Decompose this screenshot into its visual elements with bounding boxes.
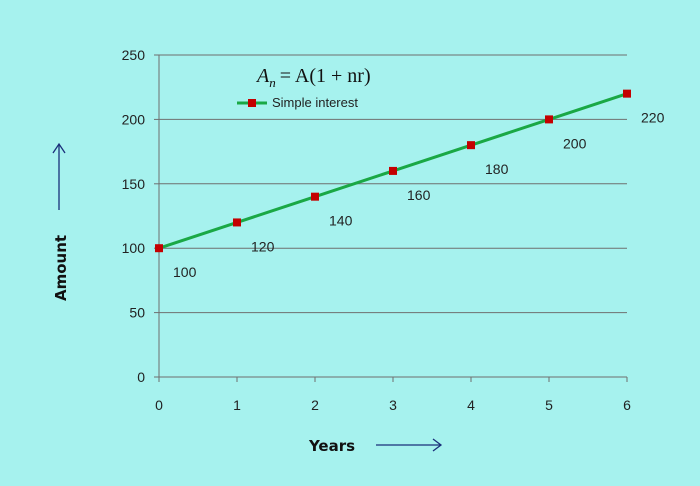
y-tick-labels: 0 50 100 150 200 250 [122,47,146,385]
data-point-3 [389,166,397,175]
legend-marker-swatch [248,99,256,107]
data-point-6 [623,89,631,98]
data-point-1 [233,218,241,227]
data-label-3: 160 [407,187,431,203]
y-tick-label-150: 150 [122,176,146,192]
data-label-6: 220 [641,110,665,126]
x-tick-label-0: 0 [155,397,163,413]
data-labels: 100 120 140 160 180 200 220 [173,110,665,281]
y-tick-label-50: 50 [129,305,145,321]
x-tick-label-4: 4 [467,397,475,413]
data-point-2 [311,192,319,201]
formula-rhs: = A(1 + nr) [280,65,371,87]
data-point-0 [155,244,163,253]
formula-lhs: A [255,65,270,87]
x-tick-label-6: 6 [623,397,631,413]
data-label-2: 140 [329,213,353,229]
legend: Simple interest [237,95,358,110]
series-simple-interest [155,89,631,253]
x-tick-label-2: 2 [311,397,319,413]
x-tick-label-5: 5 [545,397,553,413]
gridlines [159,54,627,314]
x-tick-label-3: 3 [389,397,397,413]
y-tick-label-0: 0 [137,369,145,385]
formula: An = A(1 + nr) [255,65,371,90]
data-point-4 [467,141,475,150]
data-label-4: 180 [485,161,509,177]
x-axis-title: Years [308,437,355,455]
y-axis-arrow-icon [52,142,66,210]
data-label-0: 100 [173,264,197,280]
data-point-5 [545,115,553,124]
data-label-1: 120 [251,238,275,254]
y-tick-label-100: 100 [122,240,146,256]
y-axis-title: Amount [52,235,70,301]
y-tick-label-200: 200 [122,111,146,127]
formula-subscript: n [269,75,276,90]
axes [154,54,628,382]
x-tick-label-1: 1 [233,397,241,413]
legend-label: Simple interest [272,95,358,110]
y-tick-label-250: 250 [122,47,146,63]
x-tick-labels: 0 1 2 3 4 5 6 [155,397,631,413]
data-label-5: 200 [563,135,587,151]
x-axis-arrow-icon [376,438,443,452]
